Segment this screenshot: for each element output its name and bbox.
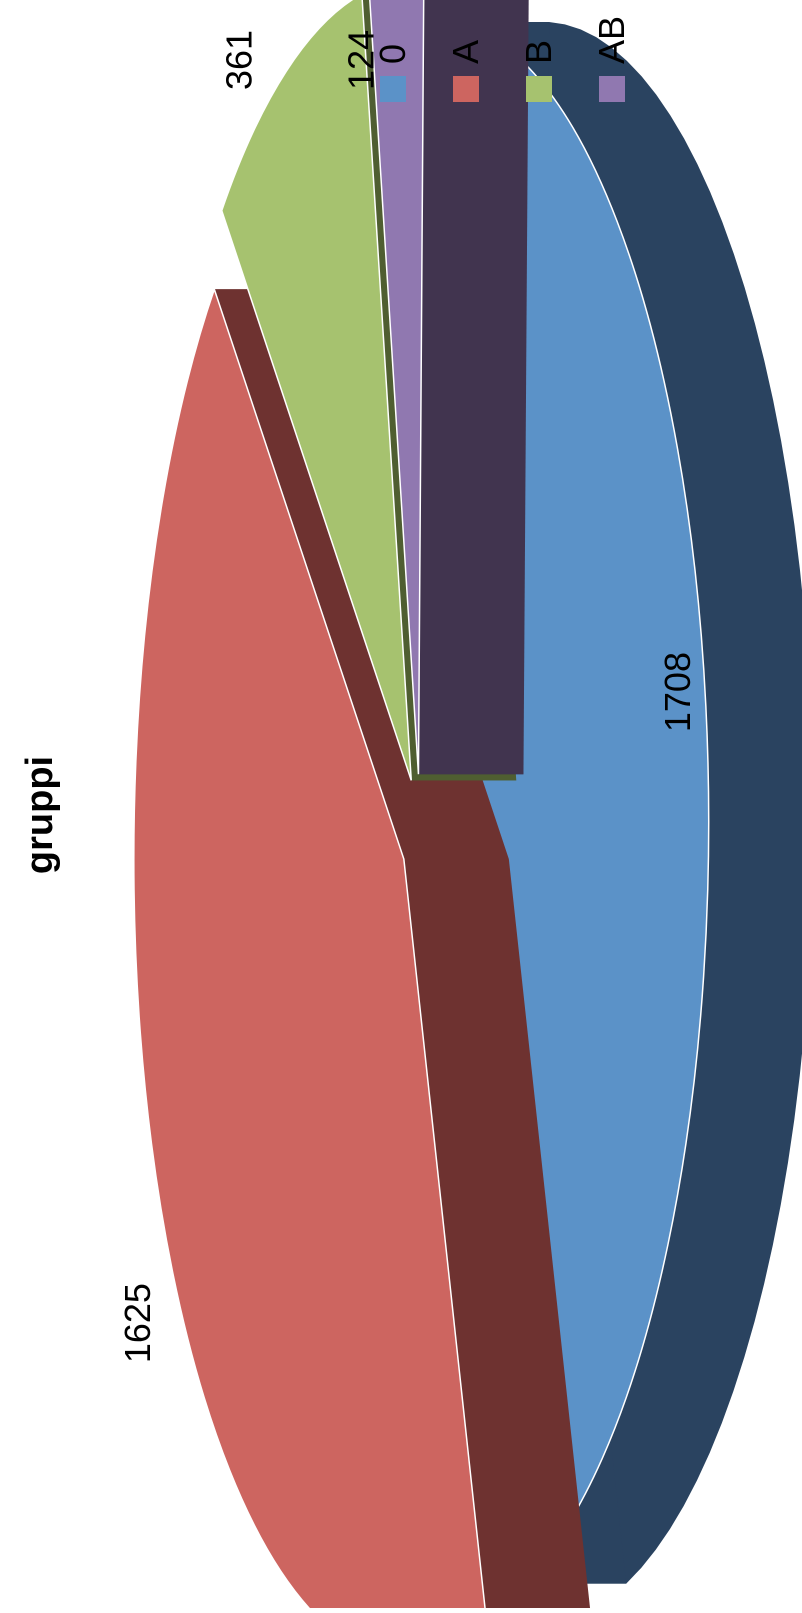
pie-slice-AB bbox=[369, 0, 529, 775]
data-labels-layer: 1708 1625 361 124 bbox=[117, 30, 698, 1363]
slice-side-0 bbox=[444, 22, 802, 1584]
data-label-0: 1708 bbox=[657, 652, 698, 732]
legend-swatch-0 bbox=[380, 76, 406, 102]
slice-top-A bbox=[133, 286, 487, 1613]
legend-label-0: 0 bbox=[372, 44, 413, 64]
legend-swatch-A bbox=[453, 76, 479, 102]
legend-label-B: B bbox=[518, 40, 559, 64]
legend-swatch-AB bbox=[599, 76, 625, 102]
data-label-A: 1625 bbox=[117, 1283, 158, 1363]
slices-layer bbox=[133, 0, 802, 1613]
data-label-B: 361 bbox=[218, 30, 259, 90]
data-label-AB: 124 bbox=[341, 30, 382, 90]
slice-wall-AB-1 bbox=[418, 0, 529, 775]
legend: 0 A B AB bbox=[372, 16, 632, 102]
legend-label-AB: AB bbox=[591, 16, 632, 64]
slice-top-AB bbox=[369, 0, 425, 775]
chart-title: gruppi bbox=[19, 756, 61, 874]
slice-wall-A-0 bbox=[403, 859, 591, 1613]
legend-label-A: A bbox=[445, 40, 486, 64]
legend-swatch-B bbox=[526, 76, 552, 102]
slice-top-B bbox=[220, 0, 413, 781]
